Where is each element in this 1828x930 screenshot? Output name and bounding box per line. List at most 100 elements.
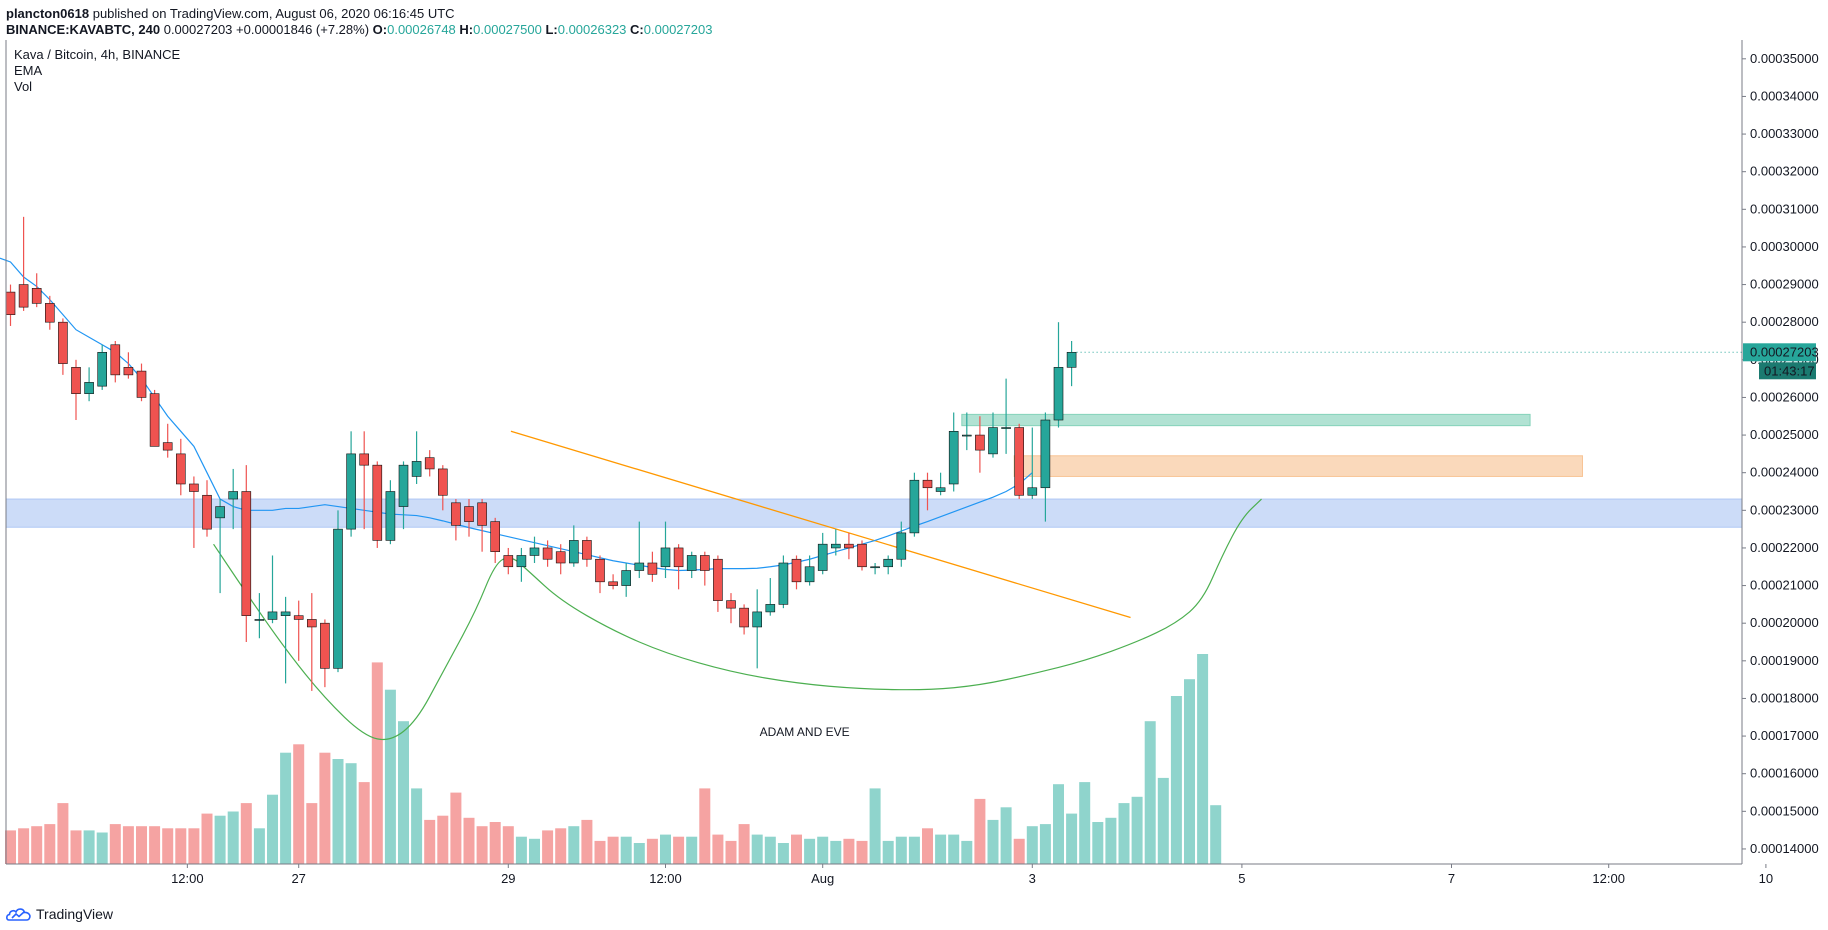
volume-bar [804,838,816,864]
candle-body [595,558,605,583]
candle-body [673,547,684,568]
publish-line: plancton0618 published on TradingView.co… [6,6,455,21]
volume-bar [83,830,95,864]
volume-bar [581,819,593,864]
candle-body [451,502,461,526]
candle-body [726,600,736,609]
price-chart[interactable]: 0.00014000 0.00015000 0.00016000 0.00017000… [0,40,1828,898]
volume-bar [1197,654,1209,864]
y-tick-label: 0.00016000 [1750,766,1819,781]
open-value: 0.00026748 [387,22,456,37]
x-tick-label: 3 [1029,871,1036,886]
y-tick-label: 0.00029000 [1750,277,1819,292]
price-badge: 0.00027203 01:43:17 [1743,343,1819,380]
volume-bar [646,838,658,864]
legend-vol[interactable]: Vol [14,79,32,94]
candle-body [634,562,645,571]
candle-body [975,434,985,451]
candle-body [870,566,880,569]
legend: Kava / Bitcoin, 4h, BINANCE EMA Vol [14,47,181,94]
candle-body [202,494,212,530]
adam-eve-annotation[interactable]: ADAM AND EVE [760,725,850,739]
candle-body [5,291,16,315]
x-tick-label: 12:00 [171,871,204,886]
legend-ema[interactable]: EMA [14,63,43,78]
candle-body [896,532,907,560]
volume-bar [70,830,82,864]
volume-bar [817,836,829,864]
volume-bar [5,830,16,864]
volume-bar [1079,782,1091,864]
volume-bar [542,830,554,864]
volume-bar [489,822,501,864]
candle-body [778,562,789,605]
candle-body [909,479,920,534]
pattern-layer [213,498,1262,741]
candle-body [280,611,291,616]
volume-bar [149,826,161,864]
y-tick-label: 0.00021000 [1750,578,1819,593]
volume-bar [895,836,907,864]
y-tick-label: 0.00032000 [1750,164,1819,179]
last-price: 0.00027203 [163,22,233,37]
volume-bar [869,788,881,864]
candle-body [883,558,894,568]
volume-bar [502,826,514,864]
volume-bar [122,826,134,864]
candle-body [555,551,566,564]
y-tick-label: 0.00020000 [1750,615,1819,630]
volume-bar [1000,807,1012,864]
candle-body [830,543,841,549]
candle-body [149,393,160,447]
candle-body [359,453,370,466]
candle-body [686,555,697,571]
y-tick-label: 0.00028000 [1750,314,1819,329]
footer: TradingView [6,902,113,926]
candle-body [817,543,828,571]
volume-bar [424,819,436,864]
low-value: 0.00026323 [557,22,627,37]
candle-body [58,321,68,364]
candle-body [739,607,749,628]
candle-body [215,506,225,519]
candle-body [71,367,81,394]
candle-body [961,434,972,437]
volume-bar [686,836,698,864]
zones-layer [5,413,1743,528]
volume-bar [620,836,632,864]
candle-body [1040,419,1051,489]
candle-body [241,491,252,616]
y-tick-label: 0.00035000 [1750,51,1819,66]
candle-body [254,619,265,621]
candle-body [608,581,618,586]
volume-bar [201,813,213,864]
candle-body [228,491,238,500]
x-tick-label: Aug [811,871,834,886]
publisher-username[interactable]: plancton0618 [6,6,90,21]
y-tick-label: 0.00026000 [1750,389,1819,404]
candle-body [791,558,802,583]
ohlc-line: BINANCE:KAVABTC, 240 0.00027203 +0.00001… [6,22,712,37]
candle-body [529,547,540,556]
volume-bar [843,838,855,864]
volume-bar [515,836,527,864]
candle-body [1027,487,1038,496]
footer-brand: TradingView [36,906,114,922]
candle-body [1066,351,1077,368]
candle-body [699,555,710,571]
candle-body [97,351,107,387]
countdown-badge-bg [1759,362,1816,380]
volume-bar [437,815,449,864]
x-tick-label: 12:00 [649,871,682,886]
y-tick-label: 0.00031000 [1750,201,1819,216]
volume-bar [253,828,265,864]
volume-bar [961,840,973,864]
tradingview-cloud-icon [6,908,31,921]
volume-bar [908,836,920,864]
legend-title[interactable]: Kava / Bitcoin, 4h, BINANCE [14,47,181,62]
mid-zone [1013,455,1583,477]
volume-bar [1039,824,1051,864]
high-value: 0.00027500 [473,22,542,37]
x-tick-label: 29 [501,871,515,886]
candle-body [1014,427,1025,496]
